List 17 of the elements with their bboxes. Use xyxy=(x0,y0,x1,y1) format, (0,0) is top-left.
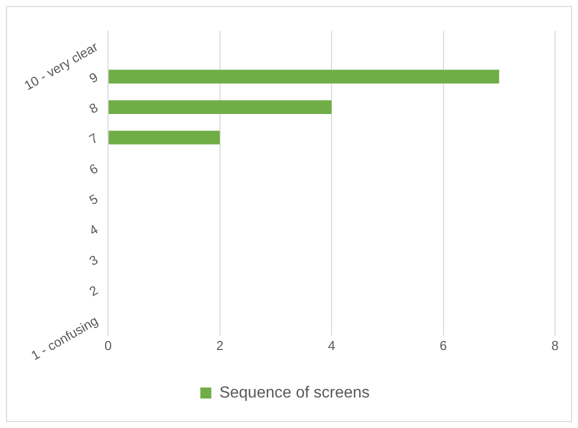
x-tick-label: 6 xyxy=(440,338,447,353)
y-tick-label: 9 xyxy=(86,69,100,86)
x-tick-label: 8 xyxy=(551,338,559,353)
y-tick-label: 3 xyxy=(86,252,100,269)
y-tick-label: 8 xyxy=(86,100,100,116)
bar xyxy=(108,70,500,84)
y-tick-label: 4 xyxy=(86,222,100,238)
x-tick-label: 4 xyxy=(328,338,336,353)
y-tick-label: 7 xyxy=(86,130,100,147)
legend-label: Sequence of screens xyxy=(219,384,370,402)
y-tick-label: 2 xyxy=(86,282,100,300)
x-tick-label: 2 xyxy=(216,338,224,353)
bar xyxy=(108,130,220,144)
bar xyxy=(108,100,332,114)
x-tick-label: 0 xyxy=(104,338,112,353)
y-tick-label: 6 xyxy=(86,160,100,178)
y-tick-label: 5 xyxy=(86,191,100,208)
